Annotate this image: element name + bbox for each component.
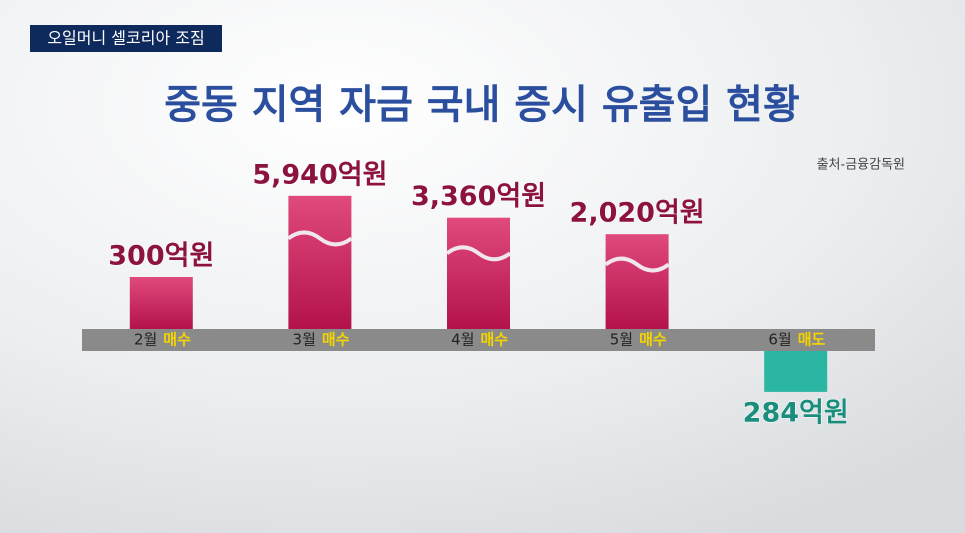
action-label: 매수 — [639, 331, 667, 349]
value-label: 5,940억원 — [252, 159, 387, 190]
value-label: 284억원 — [743, 397, 849, 428]
action-label: 매수 — [481, 331, 509, 349]
chart-title: 중동 지역 자금 국내 증시 유출입 현황 — [164, 82, 800, 128]
break-wave — [445, 245, 512, 262]
value-label: 2,020억원 — [570, 198, 705, 229]
bar — [605, 234, 669, 329]
bar — [129, 277, 193, 329]
value-label: 3,360억원 — [411, 181, 546, 212]
bar — [764, 351, 828, 392]
action-label: 매도 — [798, 331, 826, 349]
tag: 오일머니 셀코리아 조짐 — [47, 29, 204, 48]
source: 출처-금융감독원 — [817, 158, 905, 173]
x-tick-label: 4월 — [451, 331, 474, 349]
tag-box — [30, 25, 222, 52]
bar — [447, 217, 510, 329]
bar — [288, 195, 352, 329]
x-tick-label: 6월 — [768, 331, 791, 349]
break-wave — [287, 230, 353, 247]
x-tick-label: 2월 — [134, 331, 157, 349]
action-label: 매수 — [322, 331, 350, 349]
break-wave — [604, 256, 670, 273]
axis-strip — [82, 329, 875, 351]
x-tick-label: 5월 — [610, 331, 633, 349]
action-label: 매수 — [163, 331, 191, 349]
x-tick-label: 3월 — [293, 331, 316, 349]
value-label: 300억원 — [108, 241, 214, 272]
